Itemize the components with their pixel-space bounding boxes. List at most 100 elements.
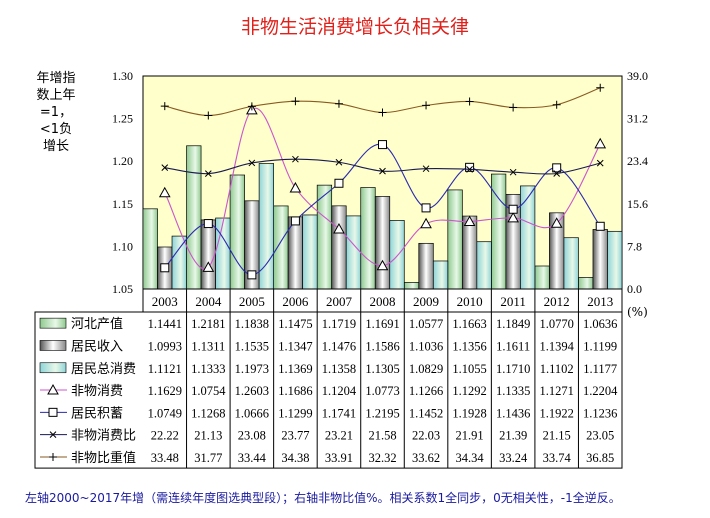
bar-居民收入 <box>374 196 391 290</box>
table-cell: 1.1292 <box>452 384 486 398</box>
legend-label: 非物消费比 <box>71 429 136 444</box>
y2-tick-label: 23.4 <box>627 154 648 168</box>
table-cell: 1.1177 <box>583 362 617 376</box>
table-cell: 34.34 <box>456 451 485 465</box>
x-tick-label: 2009 <box>413 294 439 309</box>
marker-非物比重值 <box>596 83 605 92</box>
table-cell: 1.2603 <box>235 384 269 398</box>
table-cell: 1.1691 <box>365 317 399 331</box>
table-cell: 1.0754 <box>191 384 226 398</box>
table-cell: 1.0829 <box>409 362 443 376</box>
table-cell: 21.58 <box>368 429 396 443</box>
marker-居民积蓄 <box>465 162 475 172</box>
marker-非物比重值 <box>552 100 561 109</box>
table-cell: 1.2204 <box>583 384 618 398</box>
y2-tick-label: 39.0 <box>627 69 648 83</box>
table-cell: 1.1102 <box>540 362 574 376</box>
marker-非物消费比 <box>335 158 343 166</box>
marker-居民积蓄 <box>247 270 257 280</box>
legend-marker-非物消费比 <box>49 431 57 439</box>
table-cell: 1.1358 <box>322 362 356 376</box>
table-cell: 1.1055 <box>452 362 486 376</box>
x-tick-label: 2003 <box>152 294 178 309</box>
marker-居民积蓄 <box>508 204 518 214</box>
marker-非物比重值 <box>291 97 300 106</box>
x-tick-label: 2010 <box>457 294 483 309</box>
legend-label: 居民总消费 <box>71 362 136 377</box>
table-cell: 1.1271 <box>539 384 573 398</box>
table-cell: 1.2195 <box>365 406 399 420</box>
table-cell: 32.32 <box>368 451 396 465</box>
marker-居民积蓄 <box>552 163 562 173</box>
table-cell: 1.1347 <box>278 339 312 353</box>
bar-河北产值 <box>578 277 594 290</box>
legend-swatch-居民总消费 <box>39 362 67 374</box>
marker-居民积蓄 <box>290 216 300 226</box>
legend-label: 居民收入 <box>71 339 123 354</box>
table-cell: 23.77 <box>281 429 309 443</box>
table-cell: 1.1394 <box>539 339 574 353</box>
marker-非物消费比 <box>596 159 604 167</box>
table-cell: 1.1204 <box>322 384 357 398</box>
marker-非物消费比 <box>379 167 386 175</box>
table-cell: 1.1663 <box>452 317 486 331</box>
y-tick-label: 1.10 <box>112 239 133 253</box>
marker-居民积蓄 <box>421 203 431 213</box>
bar-居民总消费 <box>389 220 405 290</box>
x-tick-label: 2013 <box>587 294 613 309</box>
marker-非物消费比 <box>553 170 561 177</box>
table-cell: 1.1838 <box>235 317 269 331</box>
table-cell: 1.1369 <box>278 362 312 376</box>
legend-label: 非物比重值 <box>71 450 136 466</box>
bar-居民总消费 <box>432 260 449 290</box>
table-cell: 1.1586 <box>365 339 399 353</box>
table-cell: 1.1266 <box>409 384 443 398</box>
table-cell: 33.91 <box>325 451 353 465</box>
y-tick-label: 1.05 <box>112 282 133 296</box>
marker-非物消费 <box>158 186 171 198</box>
y-tick-label: 1.20 <box>112 154 133 168</box>
bar-居民收入 <box>200 219 216 290</box>
footnote: 左轴2000~2017年增（需连续年度图选典型段）；右轴非物比值%。相关系数1全… <box>25 491 621 505</box>
table-cell: 1.1036 <box>409 339 443 353</box>
bar-河北产值 <box>273 205 289 290</box>
table-cell: 33.44 <box>238 451 267 465</box>
x-tick-label: 2004 <box>195 294 222 309</box>
table-cell: 21.39 <box>499 429 527 443</box>
legend-label: 居民积蓄 <box>71 406 123 421</box>
table-cell: 23.08 <box>238 429 266 443</box>
table-cell: 1.0770 <box>539 317 573 331</box>
table-cell: 1.1849 <box>496 317 530 331</box>
legend-swatch-河北产值 <box>39 317 67 329</box>
y-axis-label: 年增指数上年=1，<1负增长 <box>36 71 76 154</box>
bar-居民总消费 <box>563 237 579 290</box>
marker-非物消费比 <box>422 165 430 173</box>
legend-label: 非物消费 <box>71 384 123 399</box>
table-cell: 1.1311 <box>191 339 225 353</box>
table-cell: 34.38 <box>281 451 309 465</box>
x-tick-label: 2006 <box>282 294 309 309</box>
bar-河北产值 <box>534 265 550 290</box>
bar-河北产值 <box>316 184 333 290</box>
table-cell: 21.15 <box>543 429 571 443</box>
marker-非物消费 <box>594 137 607 149</box>
table-cell: 33.62 <box>412 451 440 465</box>
marker-居民积蓄 <box>378 140 387 150</box>
bar-河北产值 <box>142 208 158 290</box>
table-cell: 1.1686 <box>278 384 312 398</box>
y-tick-label: 1.25 <box>112 112 133 126</box>
marker-非物比重值 <box>160 102 169 111</box>
table-cell: 1.1535 <box>235 339 269 353</box>
marker-居民积蓄 <box>334 178 344 188</box>
table-cell: 1.1710 <box>496 362 530 376</box>
marker-居民积蓄 <box>595 221 605 231</box>
marker-非物比重值 <box>422 101 431 110</box>
bar-居民收入 <box>418 242 434 290</box>
table-cell: 1.1268 <box>191 406 225 420</box>
table-cell: 1.1452 <box>409 406 443 420</box>
table-cell: 33.24 <box>499 451 528 465</box>
legend-marker-居民积蓄 <box>48 407 58 417</box>
bar-居民收入 <box>461 215 478 290</box>
table-cell: 21.13 <box>194 429 222 443</box>
table-cell: 22.22 <box>151 429 179 443</box>
